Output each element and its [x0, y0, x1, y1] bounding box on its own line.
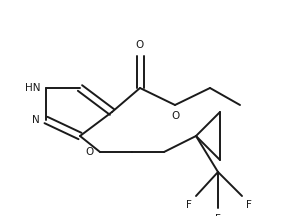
- Text: F: F: [215, 214, 221, 216]
- Text: O: O: [171, 111, 179, 121]
- Text: O: O: [136, 40, 144, 50]
- Text: N: N: [32, 115, 40, 125]
- Text: HN: HN: [25, 83, 40, 93]
- Text: F: F: [186, 200, 192, 210]
- Text: O: O: [86, 147, 94, 157]
- Text: F: F: [246, 200, 252, 210]
